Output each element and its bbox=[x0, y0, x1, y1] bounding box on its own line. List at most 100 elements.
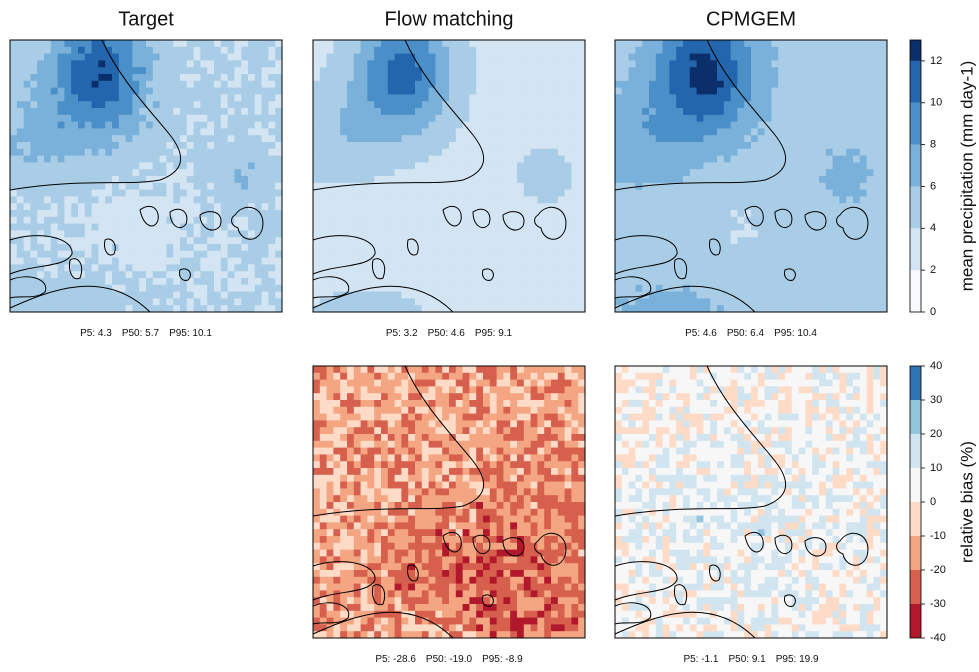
map-cell bbox=[833, 305, 840, 312]
map-cell bbox=[683, 54, 690, 61]
map-cell bbox=[812, 251, 819, 258]
map-cell bbox=[132, 101, 139, 108]
map-cell bbox=[642, 135, 649, 142]
map-cell bbox=[792, 285, 799, 292]
map-cell bbox=[85, 115, 92, 122]
map-cell bbox=[126, 258, 133, 265]
map-cell bbox=[429, 251, 436, 258]
map-cell bbox=[449, 210, 456, 217]
map-cell bbox=[255, 285, 262, 292]
map-cell bbox=[361, 176, 368, 183]
map-cell bbox=[105, 271, 112, 278]
map-cell bbox=[463, 47, 470, 54]
map-cell bbox=[98, 271, 105, 278]
map-cell bbox=[367, 149, 374, 156]
map-cell bbox=[799, 156, 806, 163]
map-cell bbox=[860, 176, 867, 183]
map-cell bbox=[778, 237, 785, 244]
map-cell bbox=[615, 47, 622, 54]
map-cell bbox=[710, 258, 717, 265]
map-cell bbox=[64, 176, 71, 183]
map-cell bbox=[241, 298, 248, 305]
map-cell bbox=[669, 67, 676, 74]
map-cell bbox=[347, 47, 354, 54]
map-cell bbox=[510, 203, 517, 210]
map-cell bbox=[160, 162, 167, 169]
map-cell bbox=[442, 271, 449, 278]
map-cell bbox=[340, 217, 347, 224]
map-panel bbox=[615, 40, 887, 312]
map-cell bbox=[449, 149, 456, 156]
map-cell bbox=[275, 162, 282, 169]
map-cell bbox=[615, 285, 622, 292]
map-cell bbox=[313, 434, 320, 441]
map-cell bbox=[374, 60, 381, 67]
map-cell bbox=[354, 176, 361, 183]
map-cell bbox=[228, 285, 235, 292]
map-cell bbox=[153, 196, 160, 203]
map-cell bbox=[340, 81, 347, 88]
map-cell bbox=[228, 264, 235, 271]
map-cell bbox=[361, 67, 368, 74]
map-cell bbox=[483, 54, 490, 61]
map-cell bbox=[98, 210, 105, 217]
map-cell bbox=[873, 156, 880, 163]
map-cell bbox=[558, 305, 565, 312]
map-cell bbox=[629, 47, 636, 54]
map-cell bbox=[880, 190, 887, 197]
map-cell bbox=[669, 122, 676, 129]
map-cell bbox=[860, 298, 867, 305]
map-cell bbox=[880, 224, 887, 231]
map-cell bbox=[153, 278, 160, 285]
map-cell bbox=[792, 81, 799, 88]
map-cell bbox=[853, 94, 860, 101]
map-cell bbox=[51, 47, 58, 54]
map-cell bbox=[395, 190, 402, 197]
map-cell bbox=[255, 128, 262, 135]
map-cell bbox=[71, 101, 78, 108]
map-cell bbox=[320, 47, 327, 54]
map-cell bbox=[180, 54, 187, 61]
map-cell bbox=[717, 54, 724, 61]
map-cell bbox=[751, 60, 758, 67]
map-cell bbox=[497, 142, 504, 149]
map-cell bbox=[537, 190, 544, 197]
map-cell bbox=[381, 169, 388, 176]
map-cell bbox=[544, 40, 551, 47]
map-cell bbox=[531, 115, 538, 122]
map-cell bbox=[361, 190, 368, 197]
map-cell bbox=[758, 210, 765, 217]
map-cell bbox=[697, 122, 704, 129]
map-cell bbox=[275, 196, 282, 203]
map-cell bbox=[703, 183, 710, 190]
map-cell bbox=[676, 156, 683, 163]
map-cell bbox=[510, 196, 517, 203]
map-cell bbox=[395, 162, 402, 169]
map-cell bbox=[669, 81, 676, 88]
map-cell bbox=[126, 115, 133, 122]
map-cell bbox=[476, 285, 483, 292]
map-cell bbox=[615, 81, 622, 88]
map-cell bbox=[558, 74, 565, 81]
map-cell bbox=[381, 74, 388, 81]
map-cell bbox=[663, 162, 670, 169]
map-cell bbox=[327, 550, 334, 557]
map-cell bbox=[544, 142, 551, 149]
map-cell bbox=[663, 271, 670, 278]
map-cell bbox=[327, 577, 334, 584]
map-cell bbox=[207, 101, 214, 108]
map-cell bbox=[792, 156, 799, 163]
map-cell bbox=[207, 258, 214, 265]
map-cell bbox=[833, 142, 840, 149]
map-cell bbox=[78, 196, 85, 203]
map-cell bbox=[792, 244, 799, 251]
map-cell bbox=[92, 237, 99, 244]
map-cell bbox=[166, 196, 173, 203]
map-cell bbox=[221, 298, 228, 305]
map-cell bbox=[146, 264, 153, 271]
map-cell bbox=[469, 81, 476, 88]
map-cell bbox=[207, 88, 214, 95]
map-cell bbox=[744, 47, 751, 54]
map-cell bbox=[71, 115, 78, 122]
map-cell bbox=[442, 94, 449, 101]
